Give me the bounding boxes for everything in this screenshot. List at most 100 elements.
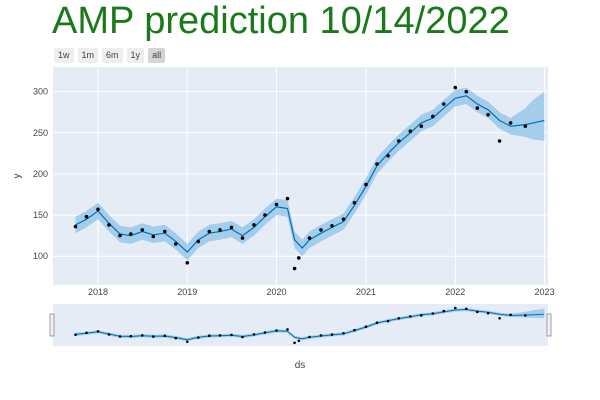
- y-axis-label: y: [12, 174, 23, 179]
- range-slider-forecast-line: [75, 308, 545, 341]
- range-slider-point: [208, 334, 211, 338]
- actual-point: [297, 256, 301, 260]
- range-slider-point: [85, 331, 88, 335]
- range-button-all[interactable]: all: [148, 48, 166, 63]
- range-slider-point: [498, 317, 501, 320]
- actual-point: [486, 112, 490, 117]
- actual-point: [151, 234, 156, 239]
- range-slider-point: [386, 319, 390, 323]
- actual-point: [196, 239, 201, 244]
- actual-point: [431, 114, 435, 119]
- range-slider-point: [186, 340, 189, 344]
- page-title: AMP prediction 10/14/2022: [52, 0, 510, 42]
- actual-point: [263, 213, 267, 217]
- x-tick-label: 2020: [267, 287, 287, 297]
- range-slider-line-path: [75, 308, 545, 341]
- range-slider-point: [353, 328, 356, 332]
- range-slider-point: [364, 325, 368, 329]
- range-button-6m[interactable]: 6m: [102, 48, 123, 63]
- actual-point: [96, 207, 100, 212]
- range-slider-point: [141, 334, 144, 337]
- range-slider-point: [163, 334, 167, 338]
- range-slider-point: [230, 333, 233, 337]
- actual-point: [497, 139, 502, 143]
- range-slider-point: [420, 314, 423, 317]
- y-tick-label: 300: [33, 87, 48, 97]
- range-slider-point: [509, 313, 512, 317]
- x-axis-label: ds: [295, 360, 306, 371]
- actual-point: [118, 233, 122, 238]
- range-slider-point: [74, 333, 77, 337]
- range-slider-point: [241, 335, 244, 339]
- range-slider-point: [342, 332, 345, 335]
- actual-point: [274, 202, 279, 207]
- range-slider-left-handle[interactable]: [49, 313, 55, 337]
- actual-point: [229, 225, 234, 230]
- range-slider-point: [308, 335, 311, 339]
- forecast-line: [75, 95, 545, 253]
- actual-point: [397, 139, 401, 143]
- range-slider-point: [454, 306, 457, 310]
- range-slider-point: [174, 336, 178, 340]
- actual-point: [330, 224, 334, 228]
- actual-point: [523, 124, 528, 128]
- range-slider-point: [286, 328, 289, 331]
- range-slider-point: [486, 311, 490, 315]
- range-slider-point: [118, 335, 122, 338]
- range-slider-point: [476, 310, 479, 314]
- range-slider-point: [218, 334, 222, 337]
- range-button-1m[interactable]: 1m: [77, 48, 99, 63]
- range-slider-point: [330, 333, 334, 336]
- range-slider-point: [397, 317, 401, 320]
- range-slider-right-handle[interactable]: [546, 313, 552, 337]
- x-tick-label: 2019: [177, 287, 197, 297]
- actual-point: [84, 214, 89, 219]
- actual-point: [464, 89, 469, 94]
- range-slider-point: [431, 312, 435, 315]
- y-tick-label: 150: [33, 210, 48, 220]
- actual-point: [252, 223, 256, 227]
- x-tick-label: 2018: [88, 287, 108, 297]
- range-button-1y[interactable]: 1y: [126, 48, 145, 63]
- range-slider-point: [275, 329, 278, 332]
- actual-point: [386, 154, 390, 158]
- actual-point: [73, 224, 78, 229]
- actual-point: [307, 236, 312, 240]
- range-slider-point: [293, 341, 296, 345]
- actual-point: [207, 229, 212, 234]
- range-slider-point: [442, 309, 446, 313]
- actual-point: [285, 196, 290, 201]
- actual-point: [319, 228, 323, 232]
- actual-point: [140, 228, 145, 232]
- range-selector: 1w 1m 6m 1y all: [54, 48, 166, 63]
- x-tick-label: 2021: [356, 287, 376, 297]
- actual-point: [218, 228, 222, 232]
- actual-point: [364, 182, 368, 187]
- range-slider-point: [297, 339, 301, 343]
- actual-point: [129, 232, 133, 236]
- actual-points: [73, 85, 528, 271]
- range-slider-actual-points: [74, 306, 527, 345]
- x-tick-label: 2022: [445, 287, 465, 297]
- actual-point: [163, 229, 167, 234]
- actual-point: [419, 124, 424, 128]
- range-slider-point: [524, 314, 527, 317]
- actual-point: [292, 266, 297, 271]
- x-tick-label: 2023: [535, 287, 555, 297]
- actual-point: [453, 85, 458, 90]
- actual-point: [475, 106, 480, 110]
- range-slider-point: [465, 307, 468, 311]
- range-slider-point: [263, 331, 267, 334]
- range-slider-point: [152, 335, 155, 338]
- axis-ticks: 2018 2019 2020 2021 2022 2023 100 150 200 250 300: [33, 87, 555, 297]
- range-slider-point: [129, 334, 133, 338]
- actual-point: [408, 129, 413, 133]
- forecast-line-path: [75, 95, 545, 253]
- actual-point: [341, 217, 346, 221]
- range-slider-point: [252, 333, 256, 336]
- actual-point: [240, 236, 245, 240]
- actual-point: [508, 121, 513, 125]
- range-button-1w[interactable]: 1w: [54, 48, 74, 63]
- range-slider-point: [319, 334, 323, 337]
